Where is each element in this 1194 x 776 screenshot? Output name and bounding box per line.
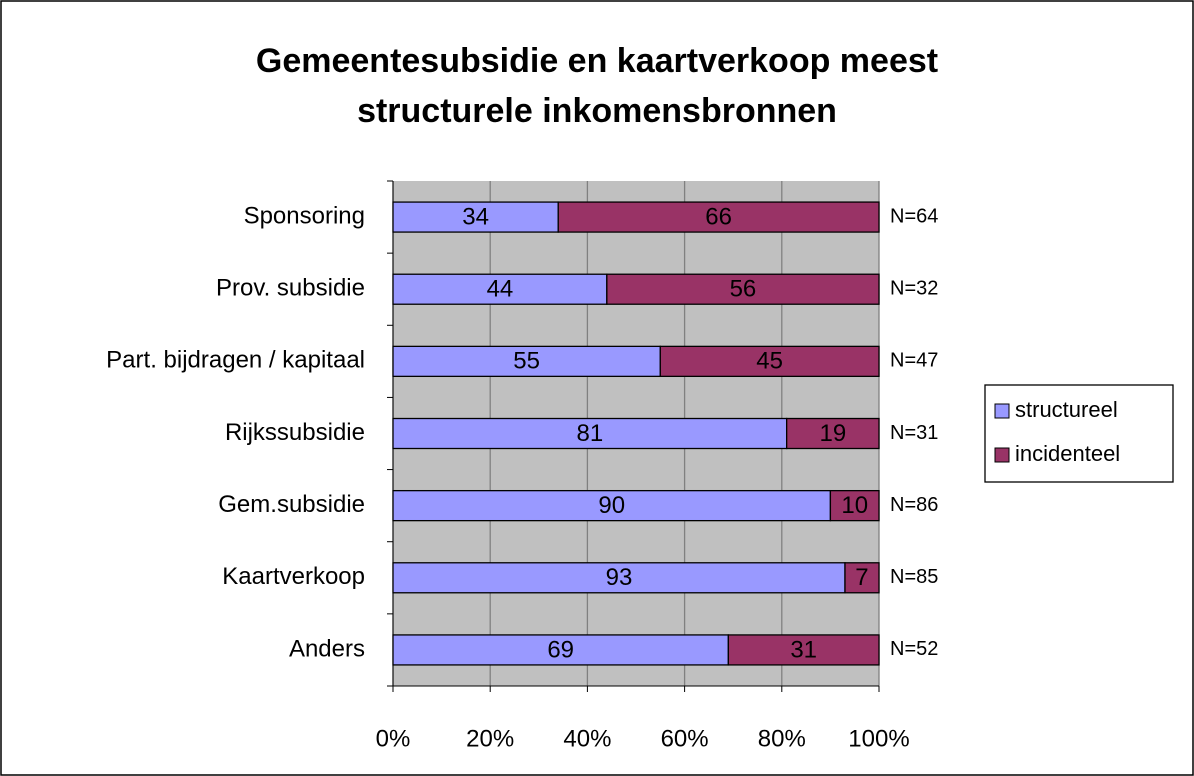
bar-segment (392, 345, 661, 378)
n-label: N=86 (890, 494, 938, 516)
data-label: 90 (598, 492, 625, 519)
y-tick-label: Kaartverkoop (222, 563, 365, 590)
n-label: N=85 (890, 566, 938, 588)
y-tick-label: Rijkssubsidie (225, 419, 365, 446)
data-label: 69 (547, 636, 574, 663)
bar-segment (557, 201, 880, 233)
n-label: N=47 (890, 350, 938, 372)
bar-segment (392, 201, 559, 233)
y-tick-label: Prov. subsidie (216, 275, 365, 302)
bar-segment (392, 562, 846, 594)
bar-segment (392, 273, 608, 305)
data-label: 7 (855, 564, 868, 591)
n-label: N=31 (890, 422, 938, 444)
data-label: 19 (819, 420, 846, 447)
data-label: 31 (790, 636, 817, 663)
chart-title: Gemeentesubsidie en kaartverkoop meest s… (255, 42, 939, 130)
x-tick-label: 100% (848, 725, 909, 752)
y-tick-label: Sponsoring (244, 202, 365, 229)
legend-label: structureel (1015, 397, 1118, 422)
data-label: 45 (756, 348, 783, 375)
legend-label: incidenteel (1015, 441, 1120, 466)
bar-segment (392, 489, 832, 522)
data-label: 55 (513, 348, 540, 375)
bar-segment (606, 273, 880, 305)
data-label: 44 (487, 276, 514, 303)
data-label: 56 (730, 276, 757, 303)
n-label: N=32 (890, 277, 938, 299)
data-label: 10 (841, 492, 868, 519)
data-label: 93 (606, 564, 633, 591)
bar-segment (829, 489, 880, 522)
y-tick-label: Part. bijdragen / kapitaal (106, 347, 365, 374)
legend-swatch (994, 403, 1010, 419)
legend-swatch (994, 447, 1010, 463)
legend-box (984, 384, 1174, 483)
data-label: 34 (462, 203, 489, 230)
n-label: N=64 (890, 205, 938, 227)
bar-segment (844, 562, 880, 594)
bar-segment (659, 345, 880, 378)
y-tick-label: Gem.subsidie (218, 491, 365, 518)
data-label: 81 (576, 420, 603, 447)
x-tick-label: 60% (661, 725, 709, 752)
x-tick-label: 40% (563, 725, 611, 752)
x-tick-label: 80% (758, 725, 806, 752)
data-label: 66 (705, 203, 732, 230)
x-tick-label: 0% (376, 725, 411, 752)
y-tick-label: Anders (289, 635, 365, 662)
bar-segment (727, 634, 880, 666)
bar-segment (786, 417, 880, 450)
n-label: N=52 (890, 638, 938, 660)
x-tick-label: 20% (466, 725, 514, 752)
